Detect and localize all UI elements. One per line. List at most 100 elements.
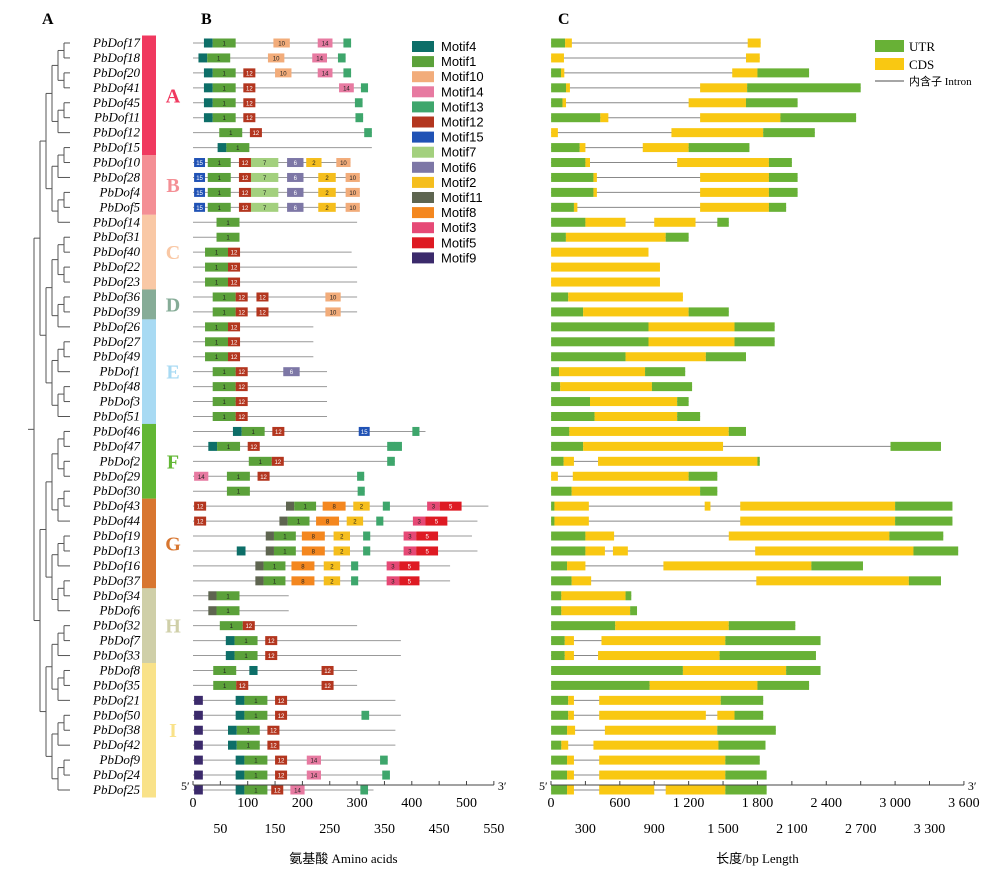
gene-name: PbDof25 — [92, 782, 140, 797]
legend-label-motif14: Motif14 — [441, 84, 484, 99]
motif-box — [212, 38, 236, 48]
group-band-e — [142, 319, 156, 424]
motif-box — [283, 367, 300, 377]
motif-box — [207, 172, 231, 182]
motif-box — [339, 83, 354, 93]
motif-number: 14 — [322, 42, 329, 48]
cds-block — [663, 561, 812, 571]
motif-number: 3 — [391, 579, 395, 585]
motif-box — [275, 770, 288, 780]
cds-block — [569, 426, 729, 436]
motif-number: 6 — [294, 206, 298, 212]
utr-block — [551, 486, 572, 496]
utr-block — [719, 651, 816, 661]
legend-label-motif3: Motif3 — [441, 220, 476, 235]
gene-name: PbDof14 — [92, 214, 140, 229]
cds-block — [551, 262, 660, 272]
motif-box — [212, 367, 236, 377]
motif-box — [267, 740, 280, 750]
gene-name: PbDof18 — [92, 50, 140, 65]
motif-box — [399, 561, 420, 571]
cds-block — [567, 725, 576, 735]
utr-block — [811, 561, 863, 571]
c-tick-label: 0 — [548, 796, 555, 811]
motif-box — [333, 531, 350, 541]
motif-number: 3 — [418, 520, 422, 526]
motif-box — [343, 68, 352, 78]
cds-block — [571, 486, 701, 496]
motif-number: 5 — [425, 535, 429, 541]
motif-box — [363, 531, 371, 541]
legend-swatch-motif3 — [412, 222, 434, 234]
motif-number: 12 — [278, 774, 285, 780]
motif-number: 12 — [246, 101, 253, 107]
cds-block — [554, 516, 589, 526]
gene-name: PbDof44 — [92, 513, 140, 528]
group-band-b — [142, 155, 156, 215]
motif-number: 1 — [303, 505, 307, 511]
utr-block — [551, 531, 586, 541]
c-tick-label: 3 600 — [948, 796, 980, 811]
motif-box — [228, 322, 241, 332]
motif-box — [336, 158, 351, 168]
motif-number: 12 — [246, 71, 253, 77]
utr-block — [728, 426, 746, 436]
cds-block — [568, 292, 683, 302]
cds-block — [612, 546, 628, 556]
legend-swatch-motif1 — [412, 56, 434, 68]
motif-box — [208, 591, 217, 601]
motif-box — [325, 292, 341, 302]
motif-number: 5 — [435, 520, 439, 526]
utr-block — [551, 426, 570, 436]
motif-box — [194, 187, 206, 197]
utr-block — [551, 172, 594, 182]
motif-number: 1 — [226, 236, 230, 242]
cds-block — [583, 307, 689, 317]
motif-number: 5 — [408, 579, 412, 585]
motif-box — [273, 38, 290, 48]
cds-block — [615, 621, 729, 631]
motif-number: 1 — [226, 609, 230, 615]
motif-box — [427, 501, 440, 511]
motif-box — [238, 172, 251, 182]
cds-block — [551, 128, 558, 138]
gene-name: PbDof22 — [92, 259, 140, 274]
motif-number: 12 — [274, 789, 281, 795]
motif-box — [343, 38, 352, 48]
motif-box — [212, 307, 236, 317]
motif-number: 1 — [215, 251, 219, 257]
gene-name: PbDof30 — [92, 483, 140, 498]
motif-box — [333, 546, 350, 556]
motif-box — [194, 725, 203, 735]
motif-number: 1 — [223, 400, 227, 406]
motif-number: 1 — [226, 221, 230, 227]
motif-number: 12 — [324, 669, 331, 675]
motif-box — [234, 651, 258, 661]
utr-block — [889, 531, 944, 541]
cds-block — [565, 38, 572, 48]
cds-block — [585, 531, 615, 541]
motif-box — [235, 755, 245, 765]
motif-box — [236, 725, 260, 735]
motif-number: 1 — [218, 176, 222, 182]
motif-number: 15 — [196, 161, 203, 167]
gene-name: PbDof12 — [92, 125, 140, 140]
motif-number: 1 — [223, 295, 227, 301]
legend-swatch-utr — [875, 40, 904, 52]
motif-box — [287, 516, 310, 526]
group-label-a: A — [166, 85, 181, 107]
cds-block — [599, 770, 726, 780]
motif-box — [203, 83, 213, 93]
motif-number: 1 — [223, 310, 227, 316]
utr-block — [551, 367, 560, 377]
gene-name: PbDof45 — [92, 95, 140, 110]
motif-box — [243, 98, 256, 108]
motif-number: 12 — [268, 654, 275, 660]
motif-box — [306, 158, 322, 168]
gene-name: PbDof15 — [92, 140, 140, 155]
motif-number: 5 — [449, 505, 453, 511]
b-tick-label: 50 — [213, 822, 227, 837]
motif-number: 1 — [223, 669, 227, 675]
motif-box — [249, 665, 258, 675]
motif-number: 12 — [242, 191, 249, 197]
